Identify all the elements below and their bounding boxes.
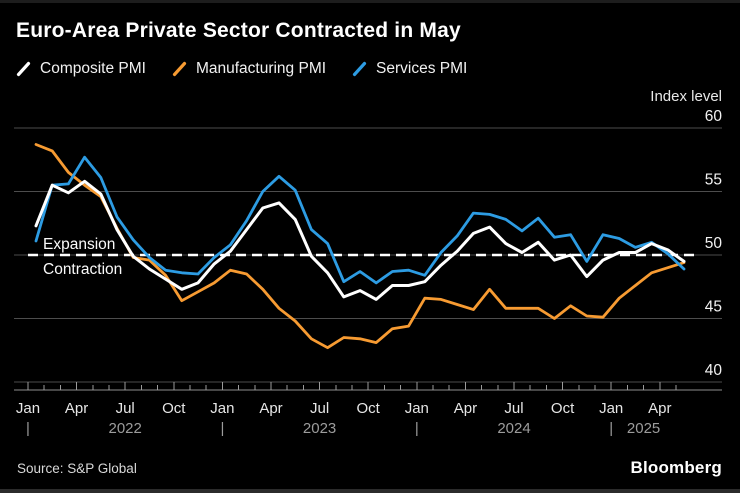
svg-text:2024: 2024: [497, 420, 530, 437]
source-label: Source: S&P Global: [17, 461, 137, 476]
svg-text:60: 60: [705, 108, 723, 125]
top-divider: [0, 0, 740, 3]
svg-text:40: 40: [705, 362, 723, 379]
legend-label-manufacturing: Manufacturing PMI: [195, 60, 327, 77]
legend-item-services-pmi: Services PMI: [352, 60, 467, 78]
svg-text:55: 55: [705, 172, 722, 189]
manufacturing-slash-icon: [172, 61, 187, 77]
svg-text:50: 50: [705, 235, 723, 252]
svg-text:2025: 2025: [627, 420, 660, 437]
chart-legend: Composite PMI Manufacturing PMI Services…: [16, 60, 493, 78]
svg-text:Jan: Jan: [405, 400, 429, 417]
svg-text:Apr: Apr: [65, 400, 88, 417]
svg-text:2023: 2023: [303, 420, 336, 437]
legend-label-services: Services PMI: [376, 60, 468, 77]
legend-item-composite-pmi: Composite PMI: [16, 60, 146, 78]
y-axis-title: Index level: [650, 88, 722, 105]
svg-text:|: |: [220, 420, 224, 437]
legend-label-composite: Composite PMI: [40, 60, 146, 77]
svg-text:|: |: [415, 420, 419, 437]
svg-text:Contraction: Contraction: [43, 261, 122, 278]
svg-text:Expansion: Expansion: [43, 236, 115, 253]
svg-text:Apr: Apr: [454, 400, 477, 417]
svg-text:Jul: Jul: [310, 400, 329, 417]
svg-text:|: |: [26, 420, 30, 437]
bloomberg-logo: Bloomberg: [630, 458, 722, 477]
svg-text:Oct: Oct: [551, 400, 575, 417]
svg-text:Jan: Jan: [16, 400, 40, 417]
svg-text:45: 45: [705, 299, 722, 316]
composite-slash-icon: [16, 61, 31, 77]
svg-text:2022: 2022: [109, 420, 142, 437]
svg-text:Jan: Jan: [599, 400, 623, 417]
svg-text:Jan: Jan: [210, 400, 234, 417]
svg-text:Jul: Jul: [116, 400, 135, 417]
services-slash-icon: [352, 61, 367, 77]
svg-text:Oct: Oct: [357, 400, 381, 417]
svg-text:Apr: Apr: [648, 400, 671, 417]
svg-text:Oct: Oct: [162, 400, 186, 417]
bottom-divider: [0, 489, 740, 493]
legend-item-manufacturing-pmi: Manufacturing PMI: [172, 60, 326, 78]
chart-title: Euro-Area Private Sector Contracted in M…: [16, 19, 461, 42]
svg-text:Jul: Jul: [504, 400, 523, 417]
svg-text:Apr: Apr: [259, 400, 282, 417]
svg-text:|: |: [609, 420, 613, 437]
